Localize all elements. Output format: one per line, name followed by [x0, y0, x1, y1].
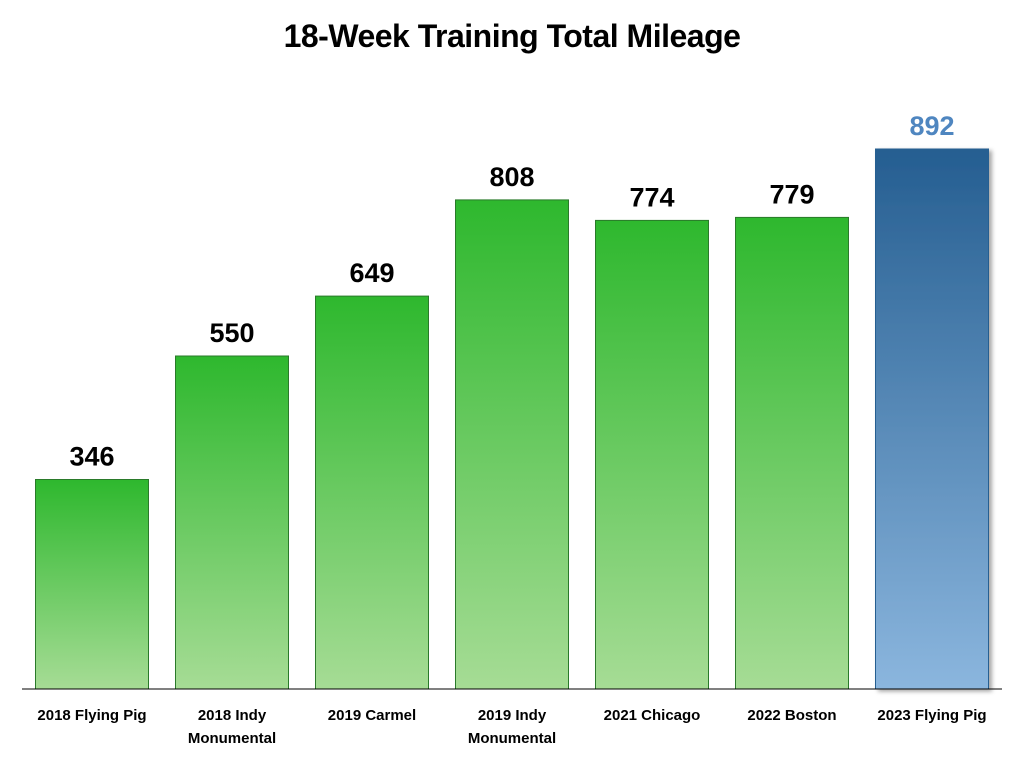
bar-0: [35, 479, 149, 690]
bars-layer: [35, 148, 989, 690]
data-label-6: 892: [909, 111, 954, 141]
bar-3: [455, 199, 569, 690]
bar-2: [315, 295, 429, 690]
chart-title: 18-Week Training Total Mileage: [283, 18, 741, 54]
category-label-0: 2018 Flying Pig: [37, 707, 146, 724]
category-label-3: 2019 Indy Monumental: [468, 707, 556, 747]
category-label-2: 2019 Carmel: [328, 707, 416, 724]
bar-1: [175, 355, 289, 690]
data-label-0: 346: [69, 442, 114, 472]
data-label-1: 550: [209, 318, 254, 348]
data-label-2: 649: [349, 258, 394, 288]
data-label-5: 779: [769, 179, 814, 209]
bar-6: [875, 148, 989, 690]
bar-4: [595, 219, 709, 690]
data-label-4: 774: [629, 182, 674, 212]
data-label-3: 808: [489, 162, 534, 192]
category-label-1: 2018 Indy Monumental: [188, 707, 276, 747]
labels-layer: 346 2018 Flying Pig 550 2018 Indy Monumental…: [37, 111, 986, 747]
category-label-4: 2021 Chicago: [604, 707, 701, 724]
category-label-6: 2023 Flying Pig: [877, 707, 986, 724]
bar-5: [735, 216, 849, 690]
category-label-5: 2022 Boston: [747, 707, 836, 724]
